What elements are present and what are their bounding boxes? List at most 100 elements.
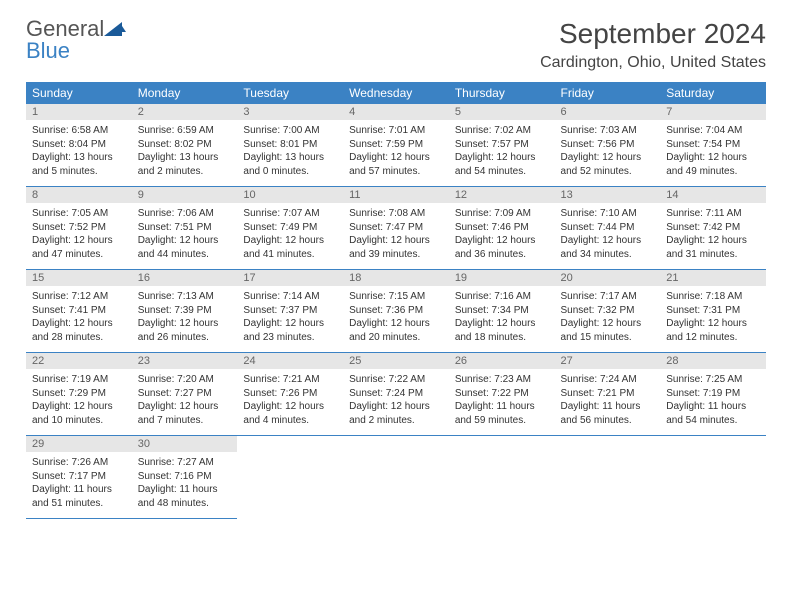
calendar-cell: 21Sunrise: 7:18 AMSunset: 7:31 PMDayligh… — [660, 270, 766, 353]
sunset-text: Sunset: 8:01 PM — [243, 138, 337, 152]
day-number: 19 — [449, 270, 555, 286]
day-body: Sunrise: 7:04 AMSunset: 7:54 PMDaylight:… — [660, 120, 766, 186]
weekday-saturday: Saturday — [660, 82, 766, 104]
weekday-wednesday: Wednesday — [343, 82, 449, 104]
daylight-text: Daylight: 12 hours and 41 minutes. — [243, 234, 337, 261]
day-number: 10 — [237, 187, 343, 203]
calendar-cell: 26Sunrise: 7:23 AMSunset: 7:22 PMDayligh… — [449, 353, 555, 436]
calendar-cell: 25Sunrise: 7:22 AMSunset: 7:24 PMDayligh… — [343, 353, 449, 436]
day-number: 26 — [449, 353, 555, 369]
day-number: 6 — [555, 104, 661, 120]
calendar-cell: 23Sunrise: 7:20 AMSunset: 7:27 PMDayligh… — [132, 353, 238, 436]
day-body: Sunrise: 7:16 AMSunset: 7:34 PMDaylight:… — [449, 286, 555, 352]
day-body: Sunrise: 7:21 AMSunset: 7:26 PMDaylight:… — [237, 369, 343, 435]
day-number: 27 — [555, 353, 661, 369]
sunset-text: Sunset: 7:41 PM — [32, 304, 126, 318]
title-area: September 2024 Cardington, Ohio, United … — [540, 18, 766, 72]
sunset-text: Sunset: 7:42 PM — [666, 221, 760, 235]
sail-icon — [104, 20, 126, 36]
day-number: 23 — [132, 353, 238, 369]
calendar-cell: 12Sunrise: 7:09 AMSunset: 7:46 PMDayligh… — [449, 187, 555, 270]
sunrise-text: Sunrise: 7:12 AM — [32, 290, 126, 304]
sunrise-text: Sunrise: 7:08 AM — [349, 207, 443, 221]
sunset-text: Sunset: 7:19 PM — [666, 387, 760, 401]
sunset-text: Sunset: 8:04 PM — [32, 138, 126, 152]
calendar-cell: 3Sunrise: 7:00 AMSunset: 8:01 PMDaylight… — [237, 104, 343, 187]
calendar-row: 15Sunrise: 7:12 AMSunset: 7:41 PMDayligh… — [26, 270, 766, 353]
day-number: 4 — [343, 104, 449, 120]
day-number: 30 — [132, 436, 238, 452]
sunrise-text: Sunrise: 7:23 AM — [455, 373, 549, 387]
sunset-text: Sunset: 7:46 PM — [455, 221, 549, 235]
sunrise-text: Sunrise: 7:17 AM — [561, 290, 655, 304]
daylight-text: Daylight: 11 hours and 56 minutes. — [561, 400, 655, 427]
calendar-cell: 7Sunrise: 7:04 AMSunset: 7:54 PMDaylight… — [660, 104, 766, 187]
calendar-cell: 16Sunrise: 7:13 AMSunset: 7:39 PMDayligh… — [132, 270, 238, 353]
day-body: Sunrise: 7:22 AMSunset: 7:24 PMDaylight:… — [343, 369, 449, 435]
calendar-row: 8Sunrise: 7:05 AMSunset: 7:52 PMDaylight… — [26, 187, 766, 270]
day-body: Sunrise: 7:07 AMSunset: 7:49 PMDaylight:… — [237, 203, 343, 269]
calendar-cell: 14Sunrise: 7:11 AMSunset: 7:42 PMDayligh… — [660, 187, 766, 270]
sunrise-text: Sunrise: 6:58 AM — [32, 124, 126, 138]
sunrise-text: Sunrise: 6:59 AM — [138, 124, 232, 138]
calendar-cell: 24Sunrise: 7:21 AMSunset: 7:26 PMDayligh… — [237, 353, 343, 436]
sunrise-text: Sunrise: 7:10 AM — [561, 207, 655, 221]
sunset-text: Sunset: 7:51 PM — [138, 221, 232, 235]
day-number: 18 — [343, 270, 449, 286]
sunset-text: Sunset: 7:26 PM — [243, 387, 337, 401]
day-number: 9 — [132, 187, 238, 203]
calendar-cell: 18 Sunrise: 7:15 AMSunset: 7:36 PMDayligh… — [343, 270, 449, 353]
sunrise-text: Sunrise: 7:25 AM — [666, 373, 760, 387]
sunset-text: Sunset: 7:27 PM — [138, 387, 232, 401]
day-body: Sunrise: 7:05 AMSunset: 7:52 PMDaylight:… — [26, 203, 132, 269]
calendar-cell: 6Sunrise: 7:03 AMSunset: 7:56 PMDaylight… — [555, 104, 661, 187]
daylight-text: Daylight: 12 hours and 34 minutes. — [561, 234, 655, 261]
day-body: Sunrise: 7:02 AMSunset: 7:57 PMDaylight:… — [449, 120, 555, 186]
logo-blue: Blue — [26, 38, 70, 63]
calendar-cell: 8Sunrise: 7:05 AMSunset: 7:52 PMDaylight… — [26, 187, 132, 270]
calendar-cell: 28Sunrise: 7:25 AMSunset: 7:19 PMDayligh… — [660, 353, 766, 436]
calendar-cell: . — [343, 436, 449, 519]
month-title: September 2024 — [540, 18, 766, 50]
day-number: 2 — [132, 104, 238, 120]
day-body: Sunrise: 7:03 AMSunset: 7:56 PMDaylight:… — [555, 120, 661, 186]
daylight-text: Daylight: 12 hours and 31 minutes. — [666, 234, 760, 261]
sunrise-text: Sunrise: 7:01 AM — [349, 124, 443, 138]
sunset-text: Sunset: 7:52 PM — [32, 221, 126, 235]
day-body: Sunrise: 7:12 AMSunset: 7:41 PMDaylight:… — [26, 286, 132, 352]
sunrise-text: Sunrise: 7:14 AM — [243, 290, 337, 304]
day-number: 12 — [449, 187, 555, 203]
daylight-text: Daylight: 12 hours and 20 minutes. — [349, 317, 443, 344]
daylight-text: Daylight: 12 hours and 49 minutes. — [666, 151, 760, 178]
day-body: Sunrise: 7:09 AMSunset: 7:46 PMDaylight:… — [449, 203, 555, 269]
daylight-text: Daylight: 12 hours and 7 minutes. — [138, 400, 232, 427]
sunrise-text: Sunrise: 7:09 AM — [455, 207, 549, 221]
calendar-cell: 5Sunrise: 7:02 AMSunset: 7:57 PMDaylight… — [449, 104, 555, 187]
calendar-cell: . — [555, 436, 661, 519]
sunrise-text: Sunrise: 7:15 AM — [349, 290, 443, 304]
sunset-text: Sunset: 7:24 PM — [349, 387, 443, 401]
daylight-text: Daylight: 12 hours and 47 minutes. — [32, 234, 126, 261]
day-body: Sunrise: 7:00 AMSunset: 8:01 PMDaylight:… — [237, 120, 343, 186]
day-number: 20 — [555, 270, 661, 286]
daylight-text: Daylight: 12 hours and 10 minutes. — [32, 400, 126, 427]
day-body: Sunrise: 6:58 AMSunset: 8:04 PMDaylight:… — [26, 120, 132, 186]
sunset-text: Sunset: 7:54 PM — [666, 138, 760, 152]
calendar-cell: 2Sunrise: 6:59 AMSunset: 8:02 PMDaylight… — [132, 104, 238, 187]
daylight-text: Daylight: 12 hours and 26 minutes. — [138, 317, 232, 344]
sunrise-text: Sunrise: 7:04 AM — [666, 124, 760, 138]
day-number: 21 — [660, 270, 766, 286]
sunrise-text: Sunrise: 7:26 AM — [32, 456, 126, 470]
day-body: Sunrise: 7:11 AMSunset: 7:42 PMDaylight:… — [660, 203, 766, 269]
day-body: Sunrise: 7:17 AMSunset: 7:32 PMDaylight:… — [555, 286, 661, 352]
day-body: Sunrise: 6:59 AMSunset: 8:02 PMDaylight:… — [132, 120, 238, 186]
day-body: Sunrise: 7:27 AMSunset: 7:16 PMDaylight:… — [132, 452, 238, 518]
day-number: 24 — [237, 353, 343, 369]
calendar-cell: 22Sunrise: 7:19 AMSunset: 7:29 PMDayligh… — [26, 353, 132, 436]
calendar-cell: 17Sunrise: 7:14 AMSunset: 7:37 PMDayligh… — [237, 270, 343, 353]
day-body: Sunrise: 7:23 AMSunset: 7:22 PMDaylight:… — [449, 369, 555, 435]
sunset-text: Sunset: 7:32 PM — [561, 304, 655, 318]
day-number: 5 — [449, 104, 555, 120]
sunset-text: Sunset: 7:36 PM — [349, 304, 443, 318]
day-body: Sunrise: 7:26 AMSunset: 7:17 PMDaylight:… — [26, 452, 132, 518]
